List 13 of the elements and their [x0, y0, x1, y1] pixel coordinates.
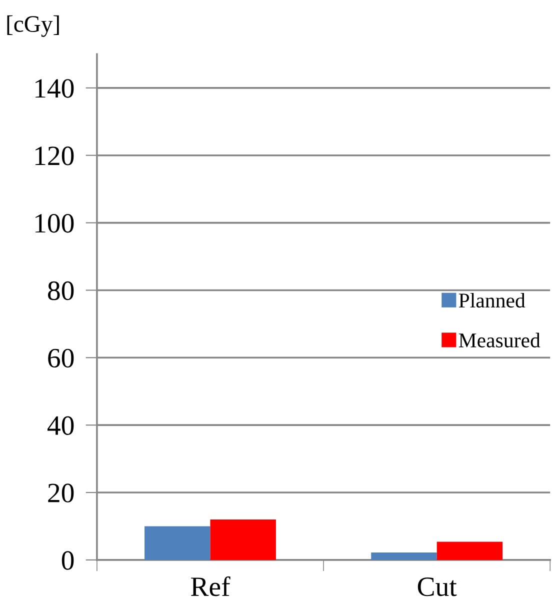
y-tick-label: 0 [62, 551, 74, 570]
legend-label: Planned [458, 292, 526, 308]
y-tick-label: 40 [47, 416, 74, 435]
y-tick-label: 80 [48, 281, 74, 300]
y-tick-label: 140 [36, 79, 74, 98]
y-axis-title: [cGy] [7, 15, 59, 37]
y-tick-label: 100 [36, 214, 74, 233]
x-tick-label: Cut [418, 577, 457, 596]
y-tick-label: 120 [36, 146, 74, 166]
legend-label: Measured [458, 332, 540, 348]
x-tick-label: Ref [190, 576, 230, 596]
y-tick-label: 20 [48, 484, 74, 502]
y-tick-label: 60 [48, 348, 74, 368]
